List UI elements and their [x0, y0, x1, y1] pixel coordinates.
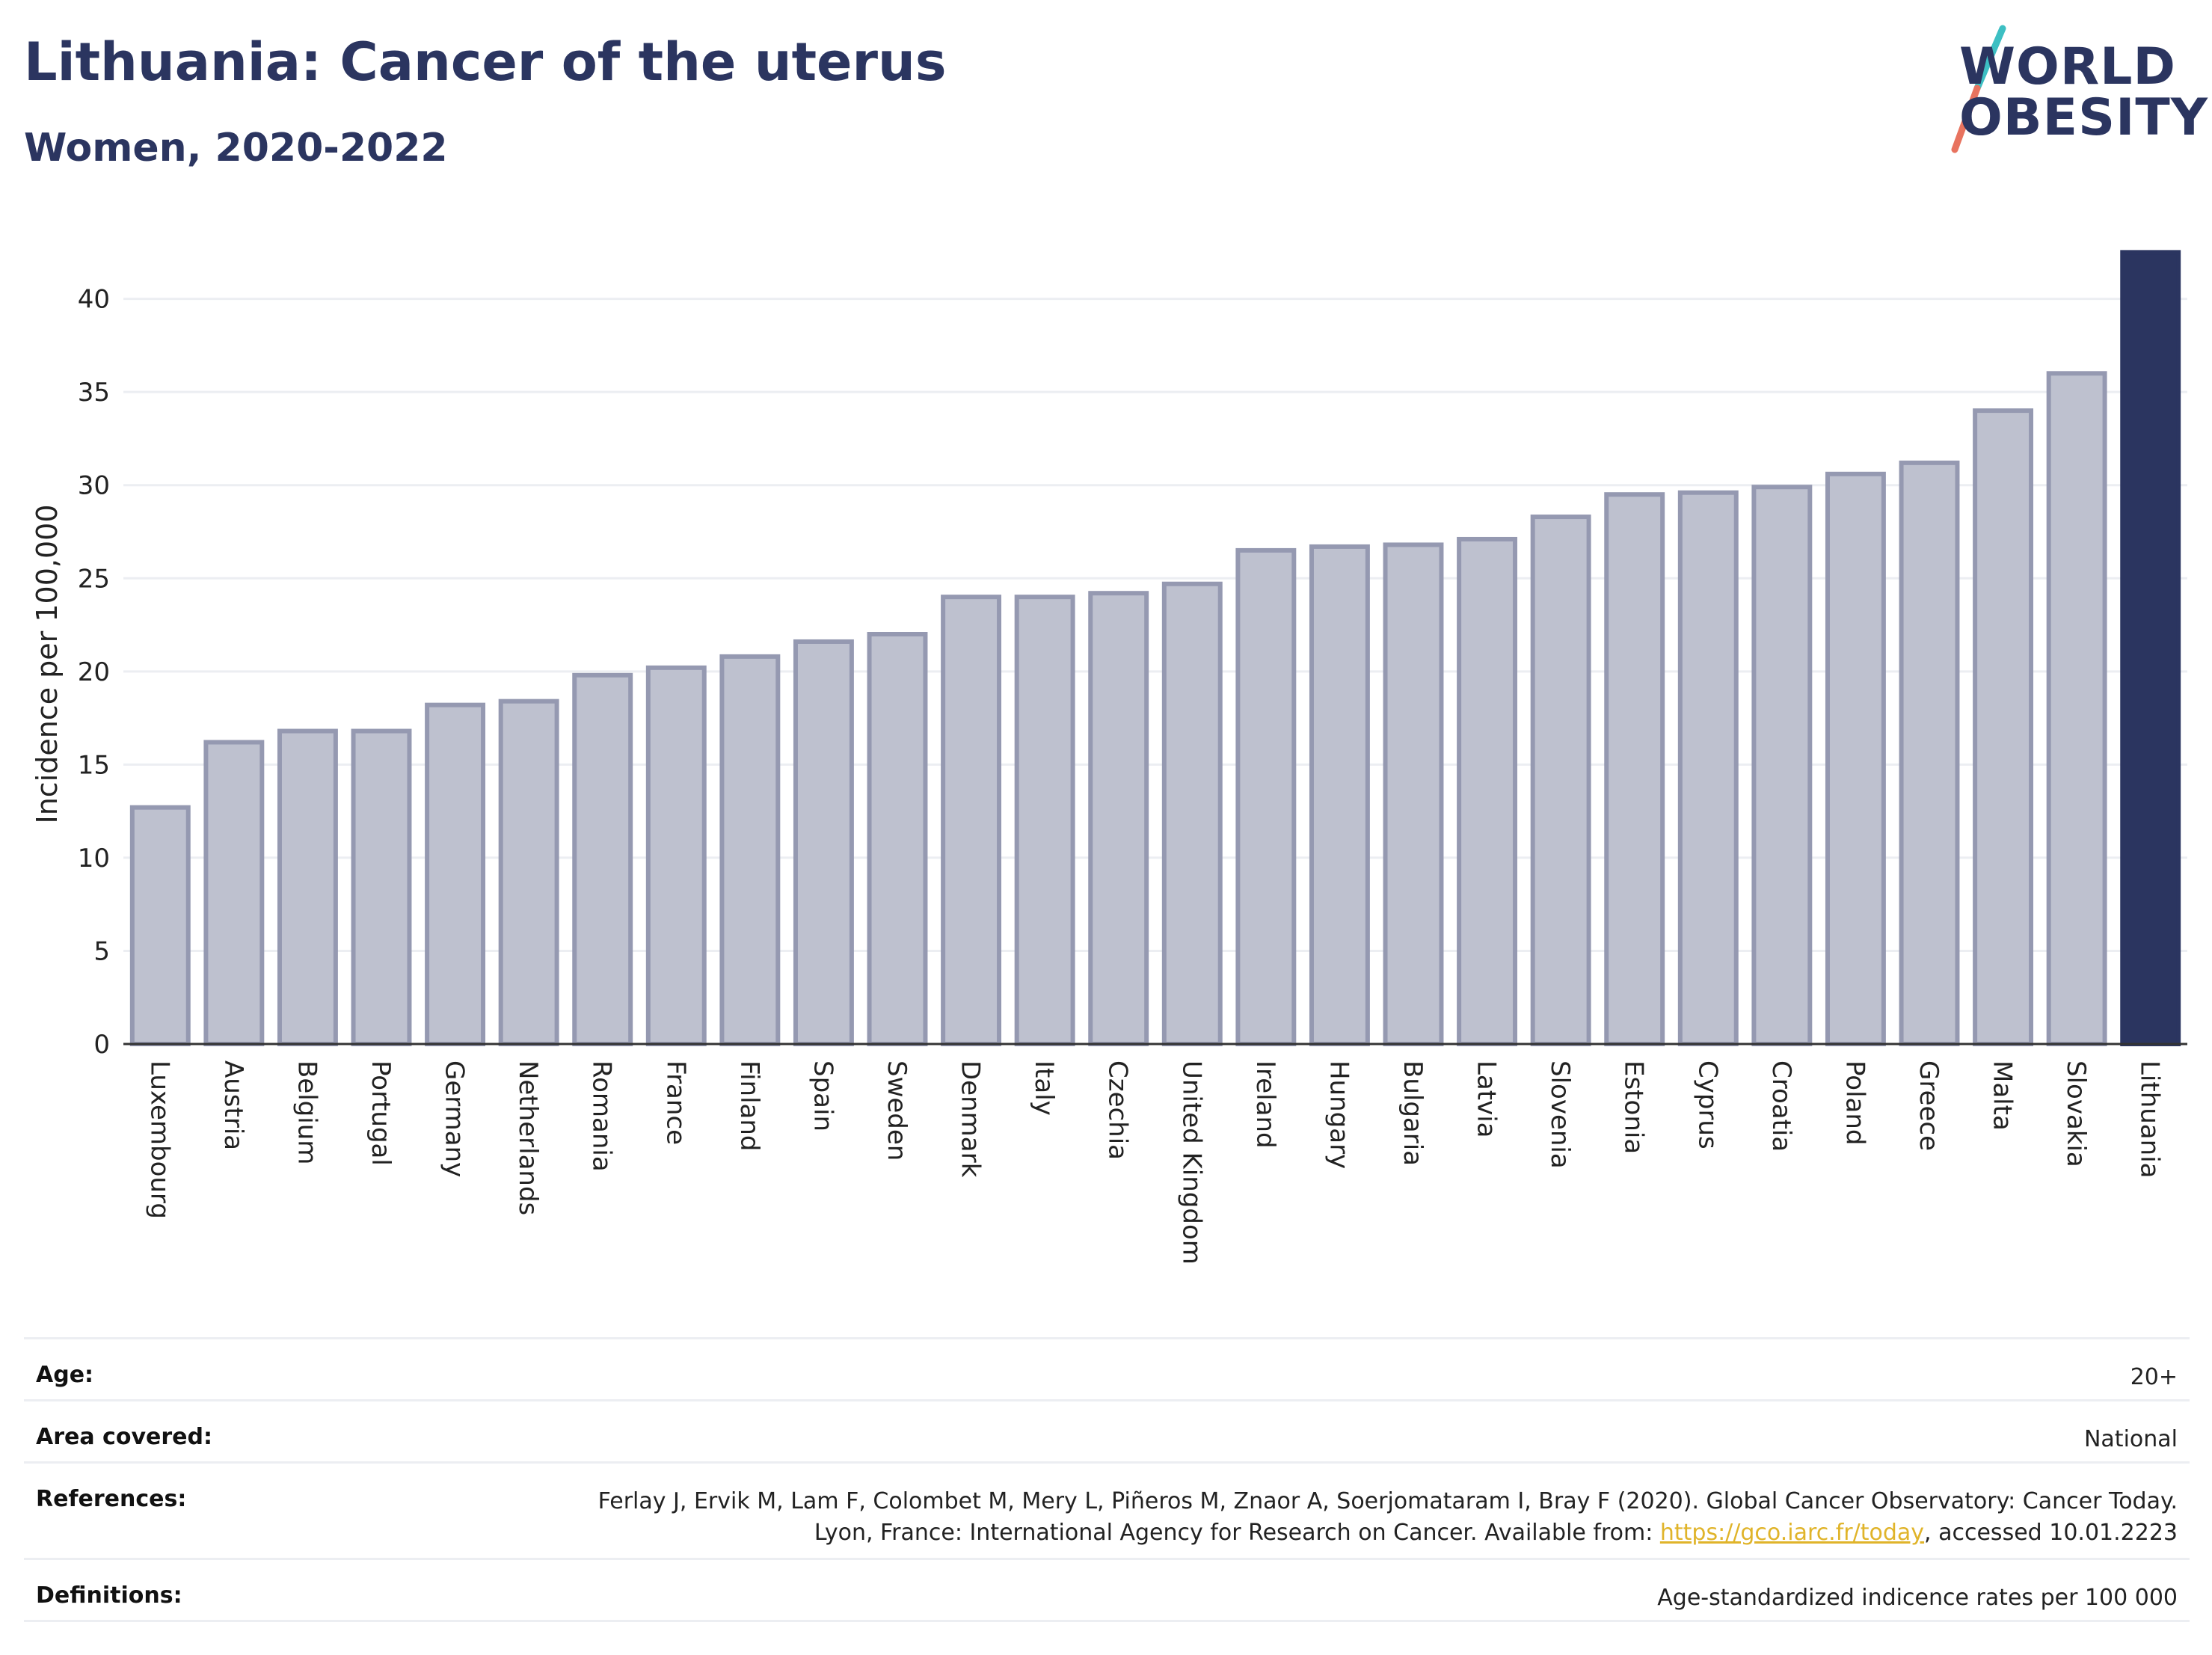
bar-malta [1973, 408, 2034, 1046]
x-tick-label: Poland [1840, 1060, 1870, 1146]
bar-netherlands [498, 698, 559, 1046]
x-tick-label: Portugal [366, 1060, 396, 1166]
bar-chart: 0 5 10 15 20 25 30 35 40 Luxembourg Austria Belgiu… [31, 250, 2187, 1265]
info-row-age: Age: 20+ [24, 1337, 2190, 1399]
info-row-definitions: Definitions: Age-standardized indicence … [24, 1558, 2190, 1622]
y-tick-label: 35 [78, 378, 110, 408]
bar-bulgaria [1383, 542, 1444, 1046]
y-tick-label: 40 [78, 285, 110, 315]
x-tick-label: Netherlands [513, 1060, 543, 1215]
page-subtitle: Women, 2020-2022 [24, 126, 448, 171]
x-tick-label: Hungary [1324, 1060, 1354, 1169]
y-tick-label: 20 [78, 657, 110, 687]
x-tick-label: Finland [734, 1060, 764, 1152]
logo-line-world: WORLD [1959, 37, 2176, 96]
y-tick-label: 30 [78, 471, 110, 501]
bar-portugal [351, 728, 412, 1046]
bar-hungary [1309, 544, 1370, 1046]
x-tick-label: Lithuania [2135, 1060, 2165, 1178]
x-tick-label: Czechia [1103, 1060, 1133, 1160]
info-table: Age: 20+ Area covered: National Referenc… [24, 1337, 2190, 1622]
bar-denmark [941, 595, 1002, 1046]
x-tick-label: Malta [1988, 1060, 2018, 1131]
bar-slovenia [1530, 515, 1591, 1046]
x-tick-label: Slovakia [2061, 1060, 2091, 1167]
x-tick-label: Romania [587, 1060, 617, 1172]
bar-austria [203, 740, 265, 1046]
y-tick-label: 0 [93, 1030, 110, 1060]
bar-latvia [1457, 536, 1518, 1046]
bar-italy [1014, 595, 1075, 1046]
logo-slash-icon [1951, 25, 2006, 153]
x-tick-label: Cyprus [1692, 1060, 1722, 1149]
page-title: Lithuania: Cancer of the uterus [24, 31, 947, 93]
definitions-label: Definitions: [36, 1582, 182, 1609]
bar-poland [1825, 471, 1886, 1046]
bar-czechia [1088, 591, 1149, 1046]
references-link[interactable]: https://gco.iarc.fr/today [1659, 1520, 1925, 1546]
bar-finland [719, 654, 781, 1046]
x-tick-label: Estonia [1619, 1060, 1649, 1154]
x-tick-label: United Kingdom [1176, 1060, 1206, 1265]
bar-germany [425, 702, 486, 1046]
references-text-2: , accessed 10.01.2223 [1924, 1520, 2178, 1546]
bar-slovakia [2046, 371, 2107, 1047]
logo-line-obesity: OBESITY [1959, 88, 2208, 147]
bar-ireland [1235, 547, 1297, 1046]
x-tick-label: Ireland [1250, 1060, 1280, 1149]
x-tick-label: Italy [1029, 1060, 1059, 1116]
bar-united-kingdom [1161, 581, 1223, 1046]
references-label: References: [36, 1486, 187, 1512]
x-tick-label: Sweden [882, 1060, 912, 1161]
y-axis-title: Incidence per 100,000 [31, 504, 64, 823]
bar-romania [572, 672, 633, 1046]
age-value: 20+ [2130, 1364, 2178, 1390]
x-tick-label: Denmark [956, 1060, 986, 1178]
x-tick-label: Latvia [1472, 1060, 1502, 1138]
x-tick-label: Austria [218, 1060, 248, 1150]
info-row-area: Area covered: National [24, 1399, 2190, 1461]
bar-luxembourg [129, 805, 191, 1046]
x-tick-label: Greece [1914, 1060, 1944, 1151]
area-label: Area covered: [36, 1424, 212, 1450]
x-tick-label: Slovenia [1545, 1060, 1575, 1169]
info-row-references: References: Ferlay J, Ervik M, Lam F, Co… [24, 1461, 2190, 1558]
y-axis-ticks: 0 5 10 15 20 25 30 35 40 [78, 285, 110, 1060]
bar-lithuania [2120, 250, 2181, 1046]
world-obesity-logo: WORLD OBESITY [1944, 22, 2208, 157]
bar-estonia [1604, 492, 1665, 1046]
definitions-value: Age-standardized indicence rates per 100… [1657, 1585, 2178, 1611]
x-tick-label: Croatia [1766, 1060, 1796, 1152]
y-tick-label: 15 [78, 750, 110, 780]
x-tick-label: Luxembourg [144, 1060, 174, 1219]
area-value: National [2083, 1426, 2178, 1452]
y-tick-label: 5 [93, 936, 110, 966]
x-tick-label: Germany [440, 1060, 470, 1177]
bar-croatia [1751, 485, 1813, 1046]
bar-belgium [277, 728, 338, 1046]
x-axis-categories: Luxembourg Austria Belgium Portugal Germany N… [144, 1060, 2164, 1265]
bar-france [645, 665, 707, 1046]
x-tick-label: Belgium [292, 1060, 322, 1164]
x-tick-label: France [660, 1060, 690, 1145]
bar-sweden [867, 632, 928, 1046]
bar-cyprus [1677, 490, 1739, 1046]
bar-spain [793, 639, 854, 1046]
x-tick-label: Bulgaria [1398, 1060, 1428, 1166]
references-value: Ferlay J, Ervik M, Lam F, Colombet M, Me… [532, 1486, 2178, 1549]
age-label: Age: [36, 1362, 94, 1388]
x-tick-label: Spain [808, 1060, 838, 1132]
y-tick-label: 25 [78, 564, 110, 594]
bar-greece [1899, 460, 1960, 1046]
references-text-1: Ferlay J, Ervik M, Lam F, Colombet M, Me… [597, 1488, 2178, 1546]
y-tick-label: 10 [78, 844, 110, 873]
bars [129, 250, 2181, 1047]
